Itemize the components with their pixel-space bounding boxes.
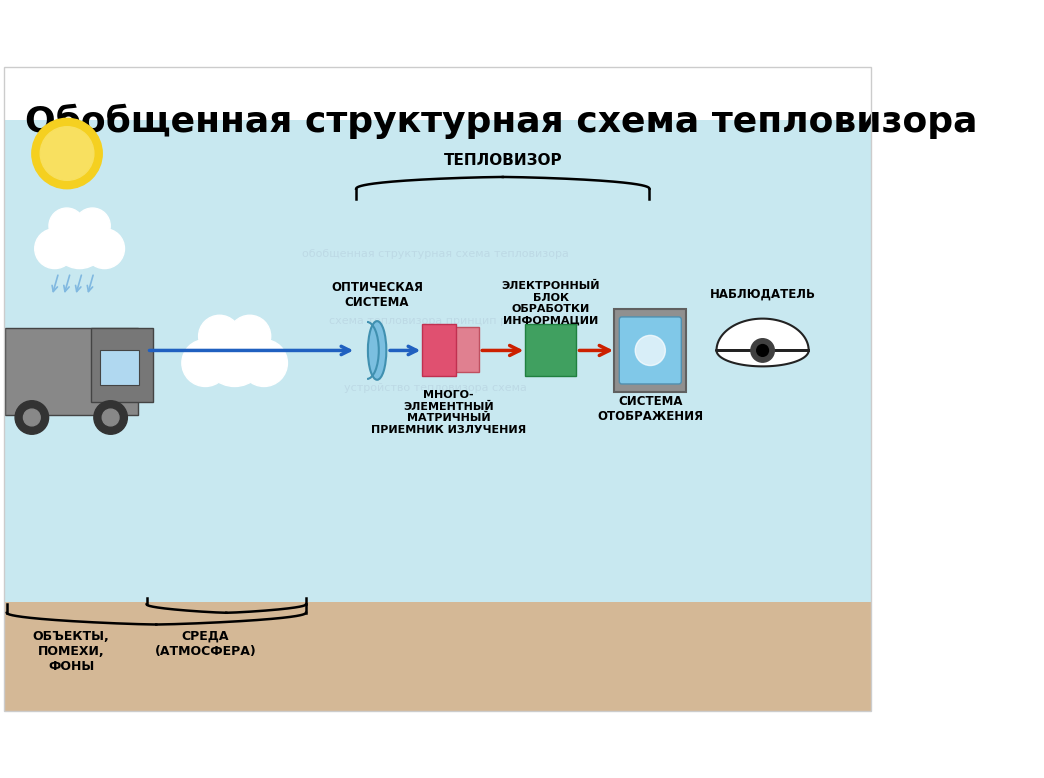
FancyBboxPatch shape [100,349,139,385]
Text: СРЕДА
(АТМОСФЕРА): СРЕДА (АТМОСФЕРА) [155,629,256,657]
FancyBboxPatch shape [453,327,478,372]
Text: обобщенная структурная схема тепловизора: обобщенная структурная схема тепловизора [303,249,569,259]
Circle shape [635,335,665,366]
Circle shape [34,229,74,268]
Text: МНОГО-
ЭЛЕМЕНТНЫЙ
МАТРИЧНЫЙ
ПРИЕМНИК ИЗЛУЧЕНИЯ: МНОГО- ЭЛЕМЕНТНЫЙ МАТРИЧНЫЙ ПРИЕМНИК ИЗЛ… [371,390,526,435]
Circle shape [32,118,102,189]
Circle shape [74,208,111,244]
FancyBboxPatch shape [91,328,152,402]
FancyBboxPatch shape [4,120,871,602]
Text: схема тепловизора принцип работы: схема тепловизора принцип работы [329,316,543,326]
FancyBboxPatch shape [614,310,686,391]
Text: ОБЪЕКТЫ,
ПОМЕХИ,
ФОНЫ: ОБЪЕКТЫ, ПОМЕХИ, ФОНЫ [32,629,110,672]
Text: НАБЛЮДАТЕЛЬ: НАБЛЮДАТЕЛЬ [710,288,815,300]
FancyBboxPatch shape [423,324,456,377]
Circle shape [198,315,240,357]
Ellipse shape [367,321,386,380]
Text: устройство тепловизора схема: устройство тепловизора схема [345,383,527,393]
Circle shape [23,409,41,426]
Text: СИСТЕМА
ОТОБРАЖЕНИЯ: СИСТЕМА ОТОБРАЖЕНИЯ [597,395,704,423]
Circle shape [41,127,94,180]
Text: ЭЛЕКТРОННЫЙ
БЛОК
ОБРАБОТКИ
ИНФОРМАЦИИ: ЭЛЕКТРОННЫЙ БЛОК ОБРАБОТКИ ИНФОРМАЦИИ [501,281,600,326]
Polygon shape [716,319,809,366]
Circle shape [94,401,127,434]
Circle shape [203,323,266,387]
Circle shape [751,338,775,363]
Circle shape [102,409,119,426]
Circle shape [240,339,287,387]
Circle shape [52,215,106,268]
Text: ТЕПЛОВИЗОР: ТЕПЛОВИЗОР [444,152,562,168]
FancyBboxPatch shape [5,328,138,415]
Circle shape [229,315,270,357]
Text: Обобщенная структурная схема тепловизора: Обобщенная структурная схема тепловизора [25,103,977,138]
Circle shape [757,345,768,356]
Circle shape [15,401,49,434]
Circle shape [49,208,85,244]
FancyBboxPatch shape [4,602,871,711]
Circle shape [85,229,124,268]
FancyBboxPatch shape [619,317,682,384]
FancyBboxPatch shape [525,324,575,377]
Circle shape [182,339,229,387]
Text: ОПТИЧЕСКАЯ
СИСТЕМА: ОПТИЧЕСКАЯ СИСТЕМА [331,281,423,309]
